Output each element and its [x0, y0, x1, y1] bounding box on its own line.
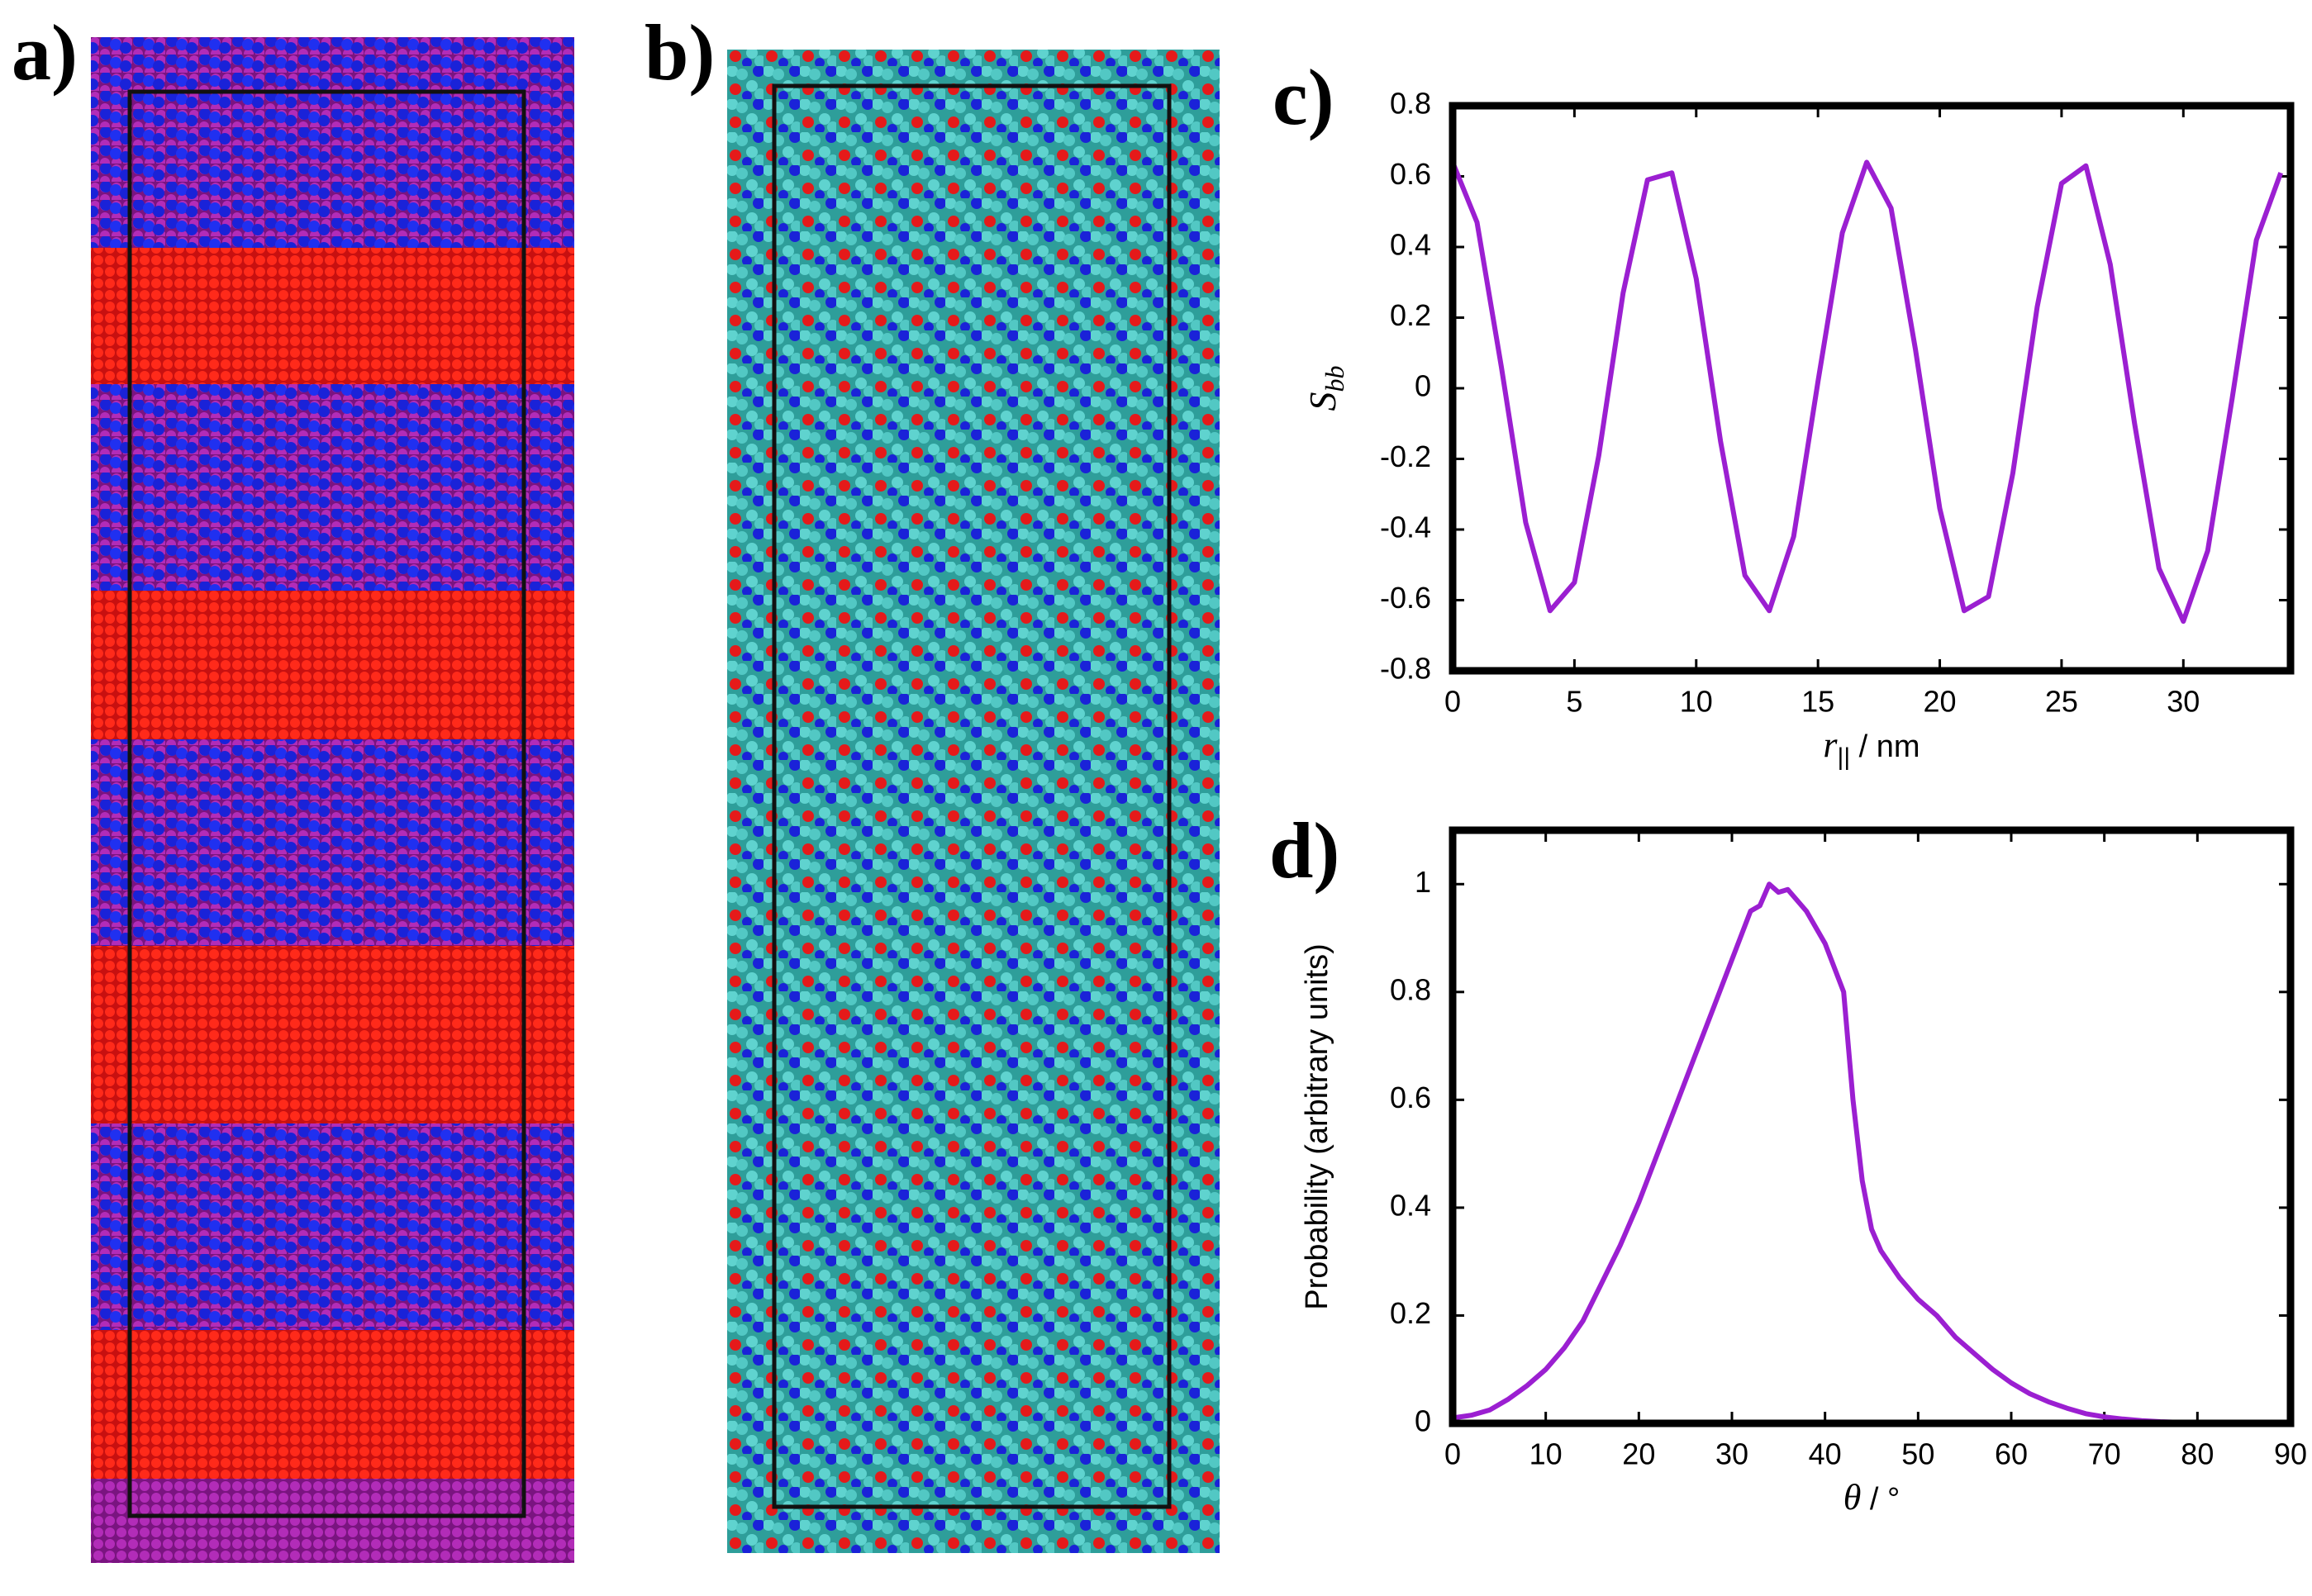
x-label-main: r	[1823, 724, 1838, 765]
y-tick-label: 0.6	[1390, 157, 1431, 191]
x-axis-label: θ / °	[1843, 1477, 1901, 1518]
snapshot-b	[727, 50, 1220, 1553]
x-tick-label: 10	[1680, 685, 1713, 719]
y-tick-label: 0.2	[1390, 1296, 1431, 1330]
y-label-sub: bb	[1320, 366, 1349, 392]
x-tick-label: 70	[2088, 1437, 2121, 1471]
x-tick-label: 80	[2181, 1437, 2214, 1471]
x-label-main: θ	[1843, 1477, 1862, 1518]
y-tick-label: 1	[1415, 865, 1431, 899]
plot-frame	[1449, 826, 2295, 1427]
x-tick-label: 15	[1801, 685, 1834, 719]
y-tick-label: 0.4	[1390, 228, 1431, 262]
y-tick-label: 0.2	[1390, 298, 1431, 332]
y-tick-label: 0.4	[1390, 1188, 1431, 1222]
chart: 0 5 10 15 20 25 30 0.8 0.6 0.4 0.2 0 -0.2 -0.4 -0.6 -0.…	[1301, 87, 2295, 771]
x-label-rest: / °	[1861, 1482, 1900, 1517]
y-tick-label: 0.8	[1390, 87, 1431, 121]
snapshot-a	[91, 37, 574, 1563]
molecules-b	[727, 50, 1220, 1553]
molecules-a	[91, 248, 574, 384]
molecules-a	[91, 1330, 574, 1479]
x-tick-label: 50	[1901, 1437, 1934, 1471]
y-tick-label: 0.8	[1390, 972, 1431, 1006]
sim-box-a	[127, 89, 526, 1518]
y-tick-label: -0.6	[1380, 581, 1431, 615]
panel-label: c)	[1273, 53, 1334, 141]
molecules-a	[91, 384, 574, 591]
data-line	[1450, 159, 2284, 625]
y-tick-label: 0	[1415, 1404, 1431, 1438]
molecules-a	[91, 1479, 574, 1563]
x-axis-label: r|| / nm	[1823, 724, 1920, 771]
x-tick-label: 40	[1809, 1437, 1842, 1471]
y-tick-label: 0	[1415, 369, 1431, 403]
molecules-a	[91, 591, 574, 739]
panel-label: d)	[1269, 806, 1339, 895]
y-axis-label: Probability (arbitrary units)	[1300, 943, 1334, 1309]
sim-box-b	[772, 83, 1172, 1509]
x-tick-label: 20	[1622, 1437, 1655, 1471]
y-tick-label: 0.6	[1390, 1081, 1431, 1114]
x-tick-label: 30	[2167, 685, 2200, 719]
x-tick-label: 0	[1444, 1437, 1461, 1471]
x-tick-label: 10	[1529, 1437, 1563, 1471]
panel-label: a)	[12, 8, 78, 97]
y-axis-label: Sbb	[1301, 366, 1349, 411]
x-label-sub: ||	[1838, 743, 1851, 771]
molecules-a	[91, 946, 574, 1123]
y-tick-label: -0.8	[1380, 652, 1431, 686]
x-tick-label: 60	[1995, 1437, 2028, 1471]
y-label-main: S	[1301, 392, 1344, 411]
x-tick-label: 30	[1715, 1437, 1748, 1471]
plot-frame	[1449, 102, 2295, 675]
molecules-a	[91, 37, 574, 248]
molecules-a	[91, 739, 574, 946]
x-label-rest: / nm	[1850, 729, 1920, 764]
x-tick-label: 90	[2274, 1437, 2307, 1471]
x-tick-label: 25	[2045, 685, 2078, 719]
x-tick-label: 5	[1566, 685, 1582, 719]
data-line	[1452, 881, 2198, 1426]
y-tick-label: -0.4	[1380, 511, 1431, 544]
y-tick-label: -0.2	[1380, 439, 1431, 473]
molecules-a	[91, 1123, 574, 1330]
x-tick-label: 20	[1924, 685, 1957, 719]
panel-label: b)	[645, 8, 715, 97]
chart: 0 10 20 30 40 50 60 70 80 90 0 0.2 0.4 0.6 0.8 1 θ / ° Pr…	[1300, 826, 2307, 1518]
x-tick-label: 0	[1444, 685, 1461, 719]
